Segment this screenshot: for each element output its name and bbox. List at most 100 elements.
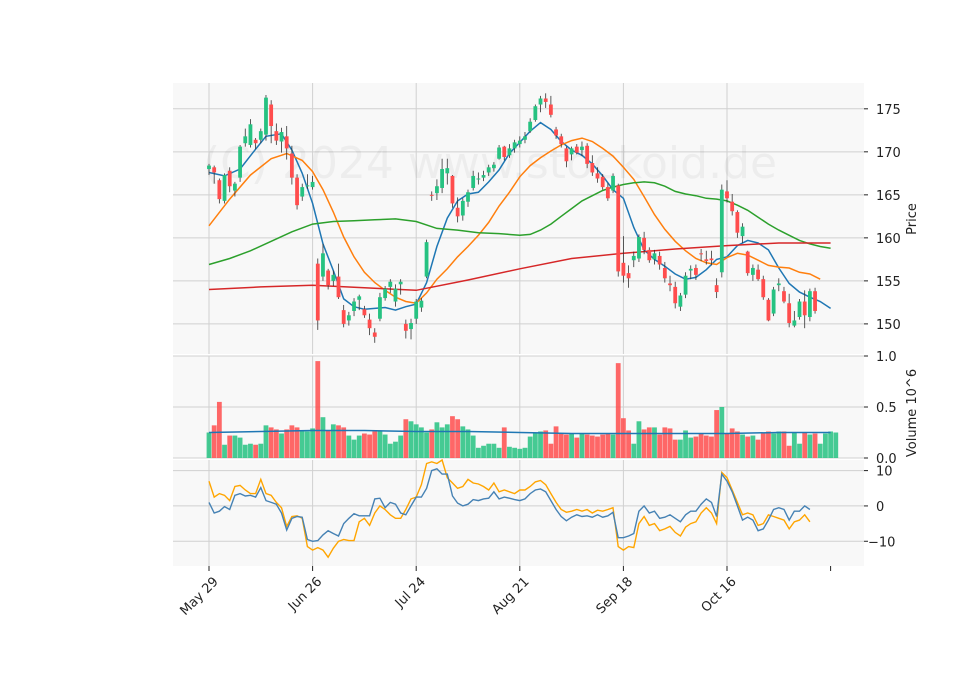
volume-bar [444, 424, 450, 458]
volume-bar [750, 435, 756, 458]
candle-down [212, 167, 217, 173]
volume-bar [698, 433, 704, 458]
candle-up [497, 147, 501, 159]
volume-bar [465, 429, 471, 458]
volume-bar [724, 433, 730, 458]
candle-up [481, 175, 486, 178]
candle-down [274, 131, 279, 141]
candle-up [611, 175, 615, 191]
candle-down [284, 136, 289, 149]
candle-down [559, 136, 564, 145]
price-tick-label: 150 [876, 318, 901, 333]
candle-down [590, 163, 595, 173]
volume-bar [242, 444, 248, 458]
volume-bar [206, 432, 212, 458]
volume-bar [305, 431, 310, 458]
volume-bar [310, 428, 315, 458]
candle-up [419, 300, 424, 308]
volume-bar [740, 434, 745, 458]
candle-down [647, 249, 652, 261]
volume-bar [232, 435, 238, 458]
candle-down [802, 301, 807, 316]
ma-line-ma50 [208, 181, 831, 266]
candle-down [289, 153, 294, 178]
candle-down [315, 263, 320, 321]
candle-up [528, 121, 533, 132]
volume-bar [579, 433, 585, 458]
volume-bar [709, 436, 714, 458]
volume-bar [662, 427, 668, 458]
candle-down [295, 177, 299, 206]
candle-up [305, 185, 310, 187]
candle-down [543, 98, 548, 102]
candle-up [683, 275, 688, 295]
candle-up [243, 136, 248, 144]
volume-bar [237, 437, 243, 458]
candle-up [637, 236, 641, 259]
ma-line-ma20 [208, 137, 821, 305]
candle-up [248, 124, 253, 145]
candle-up [414, 301, 419, 319]
volume-bar [532, 432, 538, 458]
volume-bar [346, 435, 352, 458]
candle-down [694, 267, 698, 275]
volume-bar [688, 437, 694, 458]
oscillator-line-fast [208, 467, 811, 543]
volume-bar [320, 417, 326, 458]
candle-down [326, 270, 331, 286]
candle-down [455, 207, 460, 217]
volume-bar [460, 426, 466, 458]
candlesticks [207, 93, 817, 343]
oscillator-tick-label: −10 [868, 535, 895, 550]
volume-average-line [208, 429, 831, 435]
volume-bar [817, 443, 823, 458]
volume-bar [330, 424, 336, 458]
volume-bar [512, 447, 518, 458]
candle-up [652, 253, 657, 260]
volume-bar [284, 429, 290, 458]
candle-down [595, 173, 600, 179]
volume-bar [807, 434, 813, 458]
candle-up [310, 181, 315, 188]
volume-bar [362, 433, 367, 458]
candle-up [279, 132, 284, 142]
candle-up [300, 187, 305, 197]
candle-down [403, 323, 408, 331]
volume-bar [527, 436, 533, 458]
volume-bar [558, 433, 564, 458]
volume-bar [584, 434, 590, 458]
volume-bar [615, 363, 621, 458]
volume-bar [424, 432, 429, 458]
candle-up [533, 106, 538, 120]
volume-bar [356, 435, 362, 458]
candle-up [807, 291, 812, 318]
volume-bar [253, 444, 259, 458]
candle-up [238, 146, 242, 178]
candle-up [222, 175, 227, 201]
oscillator-panel [173, 460, 864, 566]
volume-bar [569, 433, 574, 458]
x-tick-label: Jun 26 [285, 574, 325, 614]
candle-down [616, 185, 621, 272]
volume-bar [315, 361, 321, 458]
oscillator-lines [208, 458, 811, 559]
candle-down [787, 303, 792, 324]
candle-up [264, 97, 268, 135]
candle-down [668, 283, 672, 286]
volume-bar [475, 447, 481, 458]
volume-tick-label: 1.0 [876, 350, 897, 365]
candle-up [393, 288, 398, 302]
volume-bar [439, 427, 445, 458]
candle-down [642, 237, 647, 250]
volume-bar [797, 443, 802, 458]
volume-bar [833, 432, 839, 458]
candle-up [357, 296, 362, 300]
candle-down [704, 259, 709, 262]
volume-bar [600, 434, 606, 458]
x-tick-label: Jul 24 [392, 574, 429, 611]
volume-bar [626, 430, 631, 458]
volume-average-path [208, 429, 831, 435]
candle-down [554, 129, 558, 136]
oscillator-line-slow [208, 458, 811, 559]
